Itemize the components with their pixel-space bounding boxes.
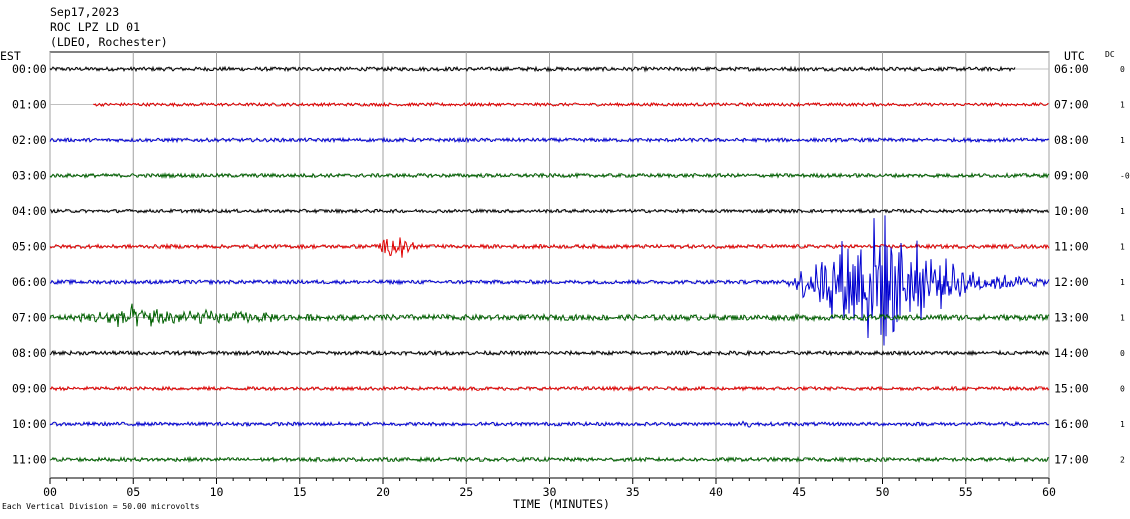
dc-offset-label: 1 xyxy=(1120,136,1125,145)
dc-offset-label: 1 xyxy=(1120,101,1125,110)
x-tick-label: 15 xyxy=(293,485,307,499)
title-network: (LDEO, Rochester) xyxy=(50,35,168,49)
est-hour-label: 00:00 xyxy=(12,62,47,76)
seismogram-trace xyxy=(49,171,1050,180)
utc-hour-label: 08:00 xyxy=(1054,133,1089,147)
x-tick-label: 25 xyxy=(459,485,473,499)
utc-hour-label: 07:00 xyxy=(1054,98,1089,112)
seismogram-trace xyxy=(49,455,1050,464)
est-hour-label: 04:00 xyxy=(12,204,47,218)
est-hour-label: 02:00 xyxy=(12,133,47,147)
est-hour-label: 09:00 xyxy=(12,382,47,396)
est-hour-label: 01:00 xyxy=(12,98,47,112)
est-hour-label: 11:00 xyxy=(12,453,47,467)
x-tick-label: 10 xyxy=(210,485,224,499)
x-axis-label: TIME (MINUTES) xyxy=(513,497,610,511)
utc-hour-label: 12:00 xyxy=(1054,275,1089,289)
dc-offset-label: 2 xyxy=(1120,456,1125,465)
seismogram-trace xyxy=(49,65,1016,73)
x-tick-label: 05 xyxy=(126,485,140,499)
utc-hour-label: 16:00 xyxy=(1054,417,1089,431)
x-tick-label: 40 xyxy=(709,485,723,499)
seismogram-trace xyxy=(49,215,1050,346)
traces xyxy=(49,65,1050,464)
utc-hour-label: 15:00 xyxy=(1054,382,1089,396)
utc-hour-label: 14:00 xyxy=(1054,346,1089,360)
est-hour-label: 06:00 xyxy=(12,275,47,289)
labels: Sep17,2023 ROC LPZ LD 01 (LDEO, Rocheste… xyxy=(0,5,1130,511)
utc-hour-label: 10:00 xyxy=(1054,204,1089,218)
utc-hour-label: 06:00 xyxy=(1054,62,1089,76)
seismogram-trace xyxy=(49,136,1050,144)
title-station: ROC LPZ LD 01 xyxy=(50,20,140,34)
x-tick-label: 30 xyxy=(543,485,557,499)
est-hour-label: 05:00 xyxy=(12,240,47,254)
x-tick-label: 55 xyxy=(959,485,973,499)
seismogram-trace xyxy=(50,207,1050,215)
est-hour-label: 08:00 xyxy=(12,346,47,360)
dc-offset-label: 0 xyxy=(1120,385,1125,394)
dc-offset-label: 1 xyxy=(1120,278,1125,287)
dc-label: DC xyxy=(1105,50,1115,59)
x-tick-label: 35 xyxy=(626,485,640,499)
seismogram-trace xyxy=(49,349,1049,357)
dc-offset-label: 1 xyxy=(1120,207,1125,216)
seismogram-trace xyxy=(49,420,1050,428)
utc-hour-label: 11:00 xyxy=(1054,240,1089,254)
est-hour-label: 03:00 xyxy=(12,169,47,183)
est-hour-label: 07:00 xyxy=(12,311,47,325)
seismogram-trace xyxy=(49,237,1050,258)
x-tick-label: 20 xyxy=(376,485,390,499)
x-tick-label: 60 xyxy=(1042,485,1056,499)
x-tick-label: 50 xyxy=(876,485,890,499)
footer-note: Each Vertical Division = 50.00 microvolt… xyxy=(2,502,200,511)
utc-hour-label: 09:00 xyxy=(1054,169,1089,183)
seismogram-trace xyxy=(49,384,1050,392)
seismogram-trace xyxy=(93,101,1049,108)
dc-offset-label: 0 xyxy=(1120,65,1125,74)
dc-offset-label: 1 xyxy=(1120,420,1125,429)
x-tick-label: 00 xyxy=(43,485,57,499)
right-axis-label: UTC xyxy=(1064,49,1085,63)
left-axis-label: EST xyxy=(0,49,21,63)
utc-hour-label: 17:00 xyxy=(1054,453,1089,467)
dc-offset-label: -0 xyxy=(1120,172,1130,181)
dc-offset-label: 1 xyxy=(1120,314,1125,323)
title-date: Sep17,2023 xyxy=(50,5,119,19)
dc-offset-label: 0 xyxy=(1120,349,1125,358)
x-tick-label: 45 xyxy=(792,485,806,499)
est-hour-label: 10:00 xyxy=(12,417,47,431)
dc-offset-label: 1 xyxy=(1120,243,1125,252)
utc-hour-label: 13:00 xyxy=(1054,311,1089,325)
seismogram-trace xyxy=(49,303,1050,327)
